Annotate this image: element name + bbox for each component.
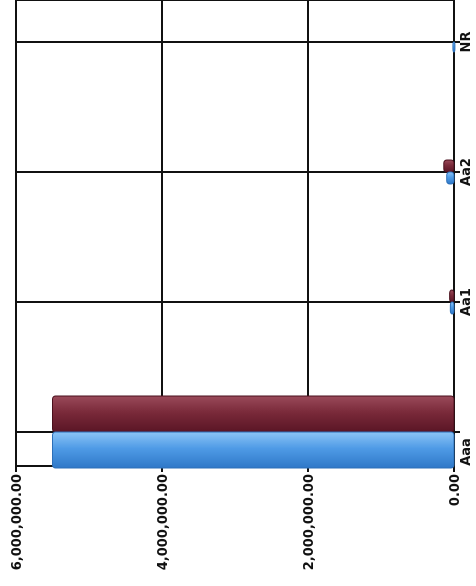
value-tick-label: 6,000,000.00 (10, 474, 25, 570)
bar (443, 159, 455, 173)
category-label: NR (459, 32, 474, 53)
bars (52, 41, 456, 469)
bar (446, 171, 455, 185)
bar (452, 41, 456, 53)
labels: 0.00 2,000,000.00 4,000,000.00 6,000,000.00… (10, 32, 474, 571)
value-tick-label: 2,000,000.00 (302, 474, 317, 570)
category-label: Aa2 (459, 158, 474, 186)
value-tick-label: 0.00 (448, 474, 463, 506)
bar (52, 395, 455, 433)
category-label: Aa1 (459, 288, 474, 316)
value-tick-label: 4,000,000.00 (156, 474, 171, 570)
bar (449, 301, 455, 315)
plot-frame (15, 0, 455, 467)
category-label: Aaa (459, 438, 474, 466)
bar (449, 289, 455, 303)
bar (52, 431, 455, 469)
